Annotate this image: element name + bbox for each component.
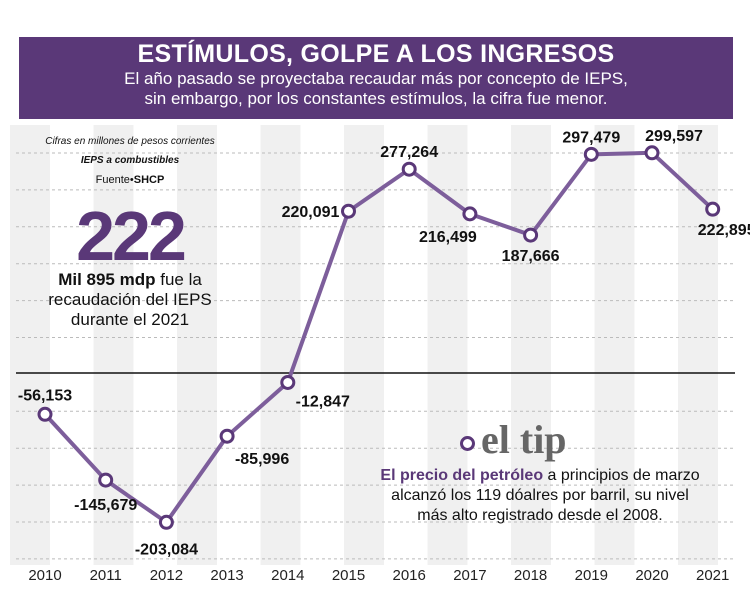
data-label-2012: -203,084 xyxy=(135,541,198,558)
x-tick-label: 2010 xyxy=(28,567,61,584)
tip-text: El precio del petróleo a principios de m… xyxy=(345,466,735,526)
tip-line-3: más alto registrado desde el 2008. xyxy=(417,507,663,524)
x-tick-label: 2012 xyxy=(150,567,183,584)
data-label-2013: -85,996 xyxy=(235,451,289,468)
background-stripe xyxy=(678,125,718,565)
data-label-2018: 187,666 xyxy=(502,248,560,265)
x-tick-label: 2014 xyxy=(271,567,304,584)
subtitle-line-2: sin embargo, por los constantes estímulo… xyxy=(144,89,608,108)
source-prefix: Fuente• xyxy=(95,174,134,186)
source-name: SHCP xyxy=(133,174,165,186)
tip-rest: a principios de marzo xyxy=(543,467,700,484)
highlight-line-2: recaudación del IEPS xyxy=(48,290,212,309)
tip-bold: El precio del petróleo xyxy=(380,467,544,484)
source-note: Fuente•SHCP xyxy=(20,174,240,186)
data-point-2015 xyxy=(341,203,356,219)
background-stripe xyxy=(93,125,134,565)
background-stripe xyxy=(260,125,301,565)
data-point-2020 xyxy=(644,145,660,161)
page-title: ESTÍMULOS, GOLPE A LOS INGRESOS xyxy=(137,40,615,68)
data-point-2012 xyxy=(158,514,174,530)
data-point-2013 xyxy=(219,428,235,444)
data-label-2021: 222,895 xyxy=(698,222,750,239)
background-stripe xyxy=(10,125,50,565)
data-point-2021 xyxy=(705,201,721,217)
x-tick-label: 2018 xyxy=(514,567,547,584)
data-label-2020: 299,597 xyxy=(645,128,703,145)
subtitle-line-1: El año pasado se proyectaba recaudar más… xyxy=(124,69,628,88)
circle-icon xyxy=(460,436,475,452)
header-banner: ESTÍMULOS, GOLPE A LOS INGRESOS El año p… xyxy=(19,37,733,119)
x-tick-label: 2011 xyxy=(90,567,122,584)
units-note: Cifras en millones de pesos corrientes xyxy=(45,136,215,147)
x-tick-label: 2013 xyxy=(210,567,243,584)
data-label-2015: 220,091 xyxy=(282,204,340,221)
data-label-2011: -145,679 xyxy=(74,497,137,514)
data-point-2010 xyxy=(37,406,53,422)
x-tick-label: 2016 xyxy=(393,567,426,584)
highlight-text: Mil 895 mdp fue la recaudación del IEPS … xyxy=(40,270,220,330)
data-point-2017 xyxy=(462,206,478,222)
eltip-text: el tip xyxy=(481,417,567,462)
data-point-2011 xyxy=(98,472,114,488)
tip-line-2: alcanzó los 119 dóalres por barril, su n… xyxy=(391,487,689,504)
x-tick-label: 2017 xyxy=(453,567,486,584)
highlight-line-3: durante el 2021 xyxy=(70,310,190,329)
data-label-2016: 277,264 xyxy=(380,144,438,161)
data-label-2019: 297,479 xyxy=(562,129,620,146)
series-line xyxy=(43,150,715,525)
background-stripe xyxy=(594,125,635,565)
x-tick-label: 2015 xyxy=(332,567,365,584)
data-label-2017: 216,499 xyxy=(419,229,477,246)
highlight-bold: Mil 895 mdp xyxy=(58,270,156,289)
data-label-2014: -12,847 xyxy=(296,393,350,410)
data-point-2014 xyxy=(280,374,296,390)
data-point-2016 xyxy=(401,161,417,177)
x-tick-label: 2019 xyxy=(575,567,608,584)
x-tick-label: 2020 xyxy=(635,567,668,584)
series-label: IEPS a combustibles xyxy=(80,155,180,166)
data-point-2018 xyxy=(523,227,539,243)
background-stripe xyxy=(177,125,217,565)
x-tick-label: 2021 xyxy=(696,567,729,584)
highlight-rest: fue la xyxy=(155,270,202,289)
eltip-logo: el tip xyxy=(460,418,600,462)
background-stripe xyxy=(511,125,551,565)
data-label-2010: -56,153 xyxy=(18,387,72,404)
big-number: 222 xyxy=(76,197,187,275)
data-point-2019 xyxy=(583,146,599,162)
